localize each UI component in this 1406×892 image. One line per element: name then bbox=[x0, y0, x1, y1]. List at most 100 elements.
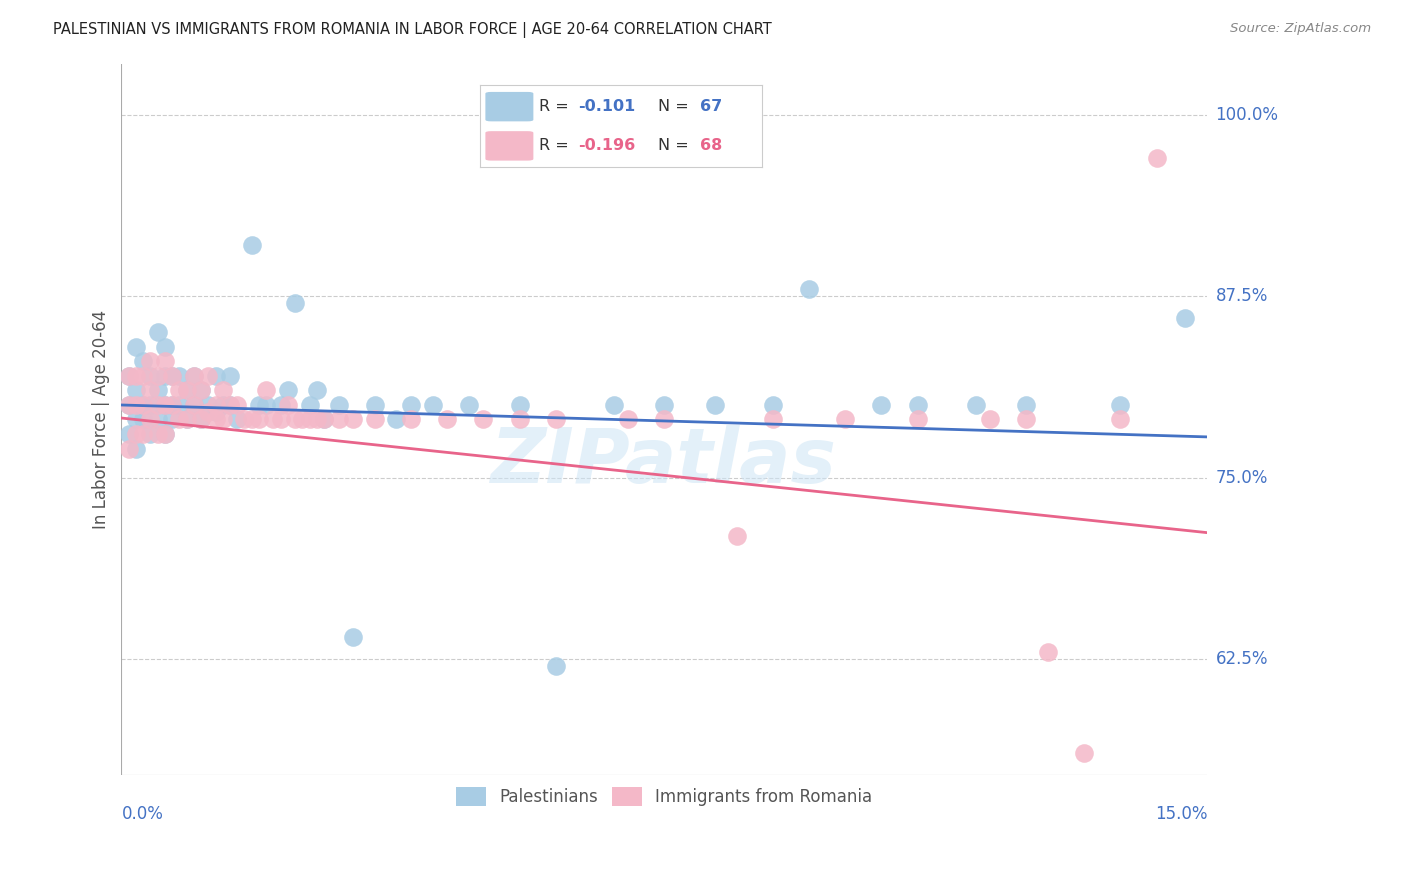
Point bbox=[298, 412, 321, 426]
Point bbox=[118, 427, 141, 442]
Point bbox=[190, 412, 212, 426]
Point bbox=[176, 412, 198, 426]
Point bbox=[160, 368, 183, 383]
Point bbox=[652, 412, 675, 426]
Text: 15.0%: 15.0% bbox=[1154, 805, 1208, 823]
Point bbox=[226, 412, 249, 426]
Text: ZIPatlas: ZIPatlas bbox=[491, 425, 838, 500]
Point bbox=[254, 384, 277, 398]
Point bbox=[204, 398, 226, 412]
Point bbox=[197, 405, 219, 419]
Text: PALESTINIAN VS IMMIGRANTS FROM ROMANIA IN LABOR FORCE | AGE 20-64 CORRELATION CH: PALESTINIAN VS IMMIGRANTS FROM ROMANIA I… bbox=[53, 22, 772, 38]
Point bbox=[169, 412, 191, 426]
Point bbox=[270, 398, 292, 412]
Point bbox=[797, 282, 820, 296]
Point bbox=[125, 384, 148, 398]
Point bbox=[139, 398, 162, 412]
Point bbox=[219, 398, 242, 412]
Point bbox=[617, 412, 640, 426]
Legend: Palestinians, Immigrants from Romania: Palestinians, Immigrants from Romania bbox=[450, 780, 879, 813]
Point bbox=[211, 412, 233, 426]
Point bbox=[125, 442, 148, 456]
Point bbox=[146, 368, 169, 383]
Point bbox=[183, 368, 205, 383]
Point bbox=[342, 630, 364, 644]
Point bbox=[254, 398, 277, 412]
Point bbox=[1109, 398, 1132, 412]
Point bbox=[1036, 645, 1059, 659]
Point bbox=[211, 398, 233, 412]
Point bbox=[153, 427, 176, 442]
Point bbox=[146, 412, 169, 426]
Point bbox=[190, 384, 212, 398]
Point bbox=[176, 384, 198, 398]
Point bbox=[160, 368, 183, 383]
Point bbox=[118, 368, 141, 383]
Point bbox=[204, 405, 226, 419]
Point bbox=[211, 384, 233, 398]
Point bbox=[146, 384, 169, 398]
Point bbox=[509, 412, 531, 426]
Point bbox=[204, 368, 226, 383]
Point bbox=[277, 384, 299, 398]
Point bbox=[233, 412, 256, 426]
Point bbox=[153, 340, 176, 354]
Point bbox=[197, 368, 219, 383]
Point bbox=[965, 398, 987, 412]
Point bbox=[834, 412, 856, 426]
Point bbox=[1015, 398, 1038, 412]
Point bbox=[762, 398, 785, 412]
Point bbox=[509, 398, 531, 412]
Point bbox=[342, 412, 364, 426]
Point bbox=[153, 354, 176, 368]
Point bbox=[725, 528, 748, 542]
Point bbox=[176, 412, 198, 426]
Point bbox=[169, 368, 191, 383]
Point bbox=[247, 398, 270, 412]
Point bbox=[1073, 746, 1095, 760]
Text: Source: ZipAtlas.com: Source: ZipAtlas.com bbox=[1230, 22, 1371, 36]
Point bbox=[247, 412, 270, 426]
Point bbox=[1174, 310, 1197, 325]
Text: 87.5%: 87.5% bbox=[1216, 287, 1268, 305]
Point bbox=[169, 398, 191, 412]
Point bbox=[132, 427, 155, 442]
Point bbox=[132, 412, 155, 426]
Point bbox=[183, 398, 205, 412]
Point bbox=[544, 412, 567, 426]
Point bbox=[277, 398, 299, 412]
Point bbox=[870, 398, 893, 412]
Point bbox=[704, 398, 727, 412]
Point bbox=[139, 412, 162, 426]
Point bbox=[399, 412, 422, 426]
Point bbox=[364, 398, 387, 412]
Point bbox=[118, 442, 141, 456]
Point bbox=[544, 659, 567, 673]
Point bbox=[125, 340, 148, 354]
Point bbox=[132, 398, 155, 412]
Point bbox=[328, 412, 350, 426]
Point bbox=[472, 412, 495, 426]
Point bbox=[125, 412, 148, 426]
Point bbox=[132, 354, 155, 368]
Point bbox=[240, 238, 263, 252]
Point bbox=[291, 412, 314, 426]
Point bbox=[139, 368, 162, 383]
Point bbox=[305, 384, 328, 398]
Point bbox=[139, 427, 162, 442]
Point bbox=[153, 427, 176, 442]
Text: 62.5%: 62.5% bbox=[1216, 650, 1268, 668]
Point bbox=[190, 384, 212, 398]
Point bbox=[284, 296, 307, 310]
Point bbox=[1109, 412, 1132, 426]
Point bbox=[160, 398, 183, 412]
Point bbox=[146, 427, 169, 442]
Point bbox=[457, 398, 479, 412]
Point bbox=[132, 398, 155, 412]
Point bbox=[183, 398, 205, 412]
Point bbox=[298, 398, 321, 412]
Point bbox=[153, 398, 176, 412]
Point bbox=[422, 398, 444, 412]
Point bbox=[385, 412, 408, 426]
Text: 0.0%: 0.0% bbox=[121, 805, 163, 823]
